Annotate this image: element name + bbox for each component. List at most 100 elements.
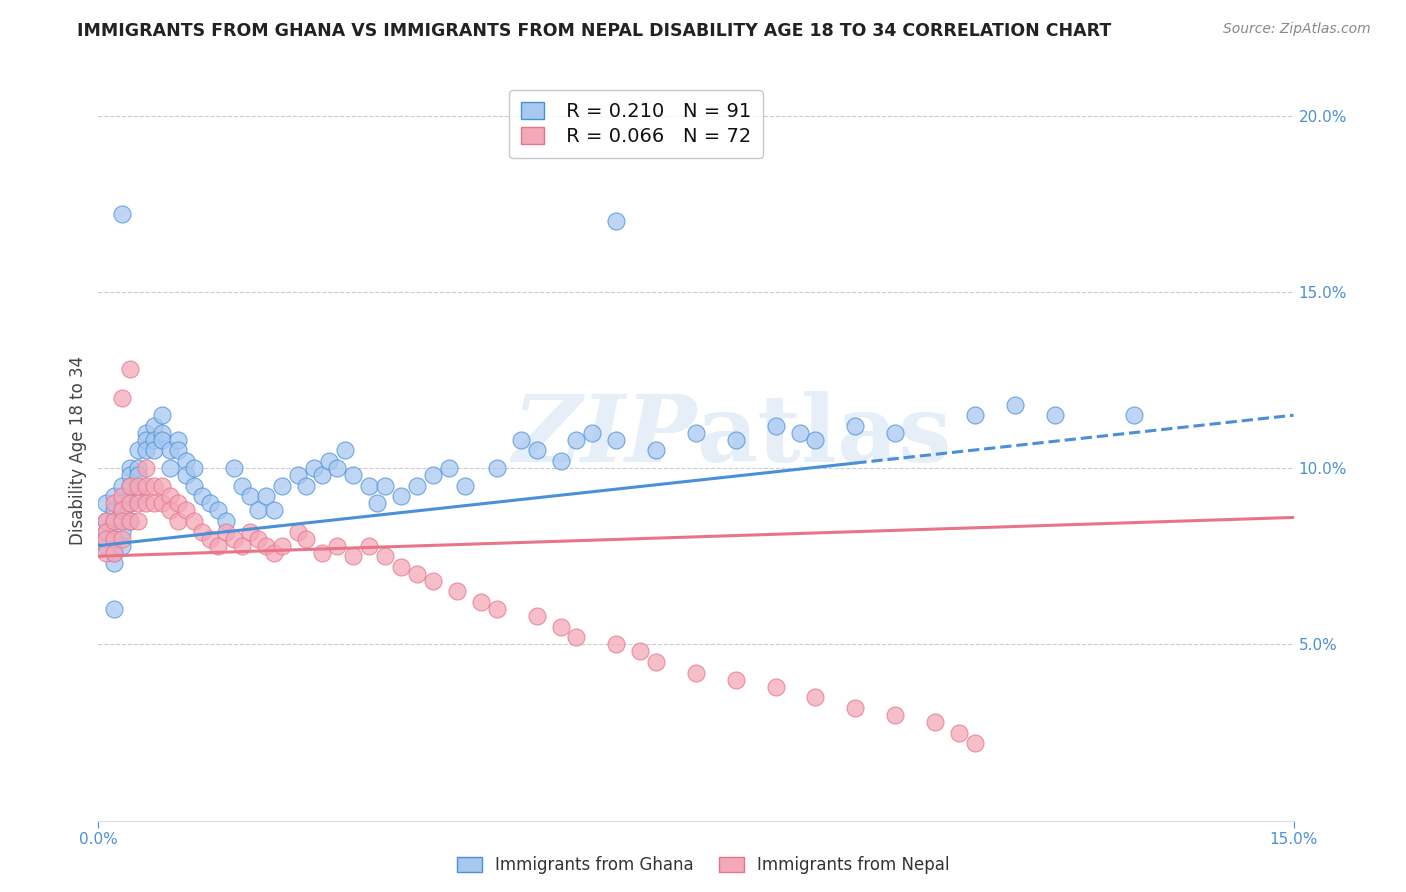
Point — [804, 690, 827, 705]
Point — [406, 479, 429, 493]
Point — [143, 418, 166, 433]
Point — [765, 680, 787, 694]
Point — [96, 514, 118, 528]
Point — [605, 214, 627, 228]
Point — [111, 207, 134, 221]
Point — [231, 479, 253, 493]
Point — [143, 443, 166, 458]
Point — [96, 524, 118, 539]
Point — [270, 539, 292, 553]
Legend: Immigrants from Ghana, Immigrants from Nepal: Immigrants from Ghana, Immigrants from N… — [450, 849, 956, 881]
Point — [150, 433, 173, 447]
Point — [318, 454, 340, 468]
Point — [96, 524, 118, 539]
Point — [120, 496, 142, 510]
Point — [526, 609, 548, 624]
Point — [111, 503, 134, 517]
Point — [96, 539, 118, 553]
Point — [789, 425, 811, 440]
Point — [111, 503, 134, 517]
Point — [96, 532, 118, 546]
Point — [685, 665, 707, 680]
Point — [191, 524, 214, 539]
Point — [111, 532, 134, 546]
Point — [1004, 398, 1026, 412]
Point — [454, 479, 477, 493]
Point — [263, 503, 285, 517]
Point — [159, 443, 181, 458]
Point — [159, 489, 181, 503]
Point — [150, 408, 173, 422]
Point — [103, 489, 125, 503]
Point — [127, 443, 149, 458]
Point — [120, 461, 142, 475]
Text: IMMIGRANTS FROM GHANA VS IMMIGRANTS FROM NEPAL DISABILITY AGE 18 TO 34 CORRELATI: IMMIGRANTS FROM GHANA VS IMMIGRANTS FROM… — [77, 22, 1112, 40]
Point — [127, 468, 149, 483]
Point — [311, 468, 333, 483]
Point — [159, 503, 181, 517]
Point — [374, 549, 396, 564]
Point — [96, 496, 118, 510]
Legend:  R = 0.210   N = 91,  R = 0.066   N = 72: R = 0.210 N = 91, R = 0.066 N = 72 — [509, 90, 763, 158]
Point — [302, 461, 325, 475]
Point — [374, 479, 396, 493]
Point — [111, 514, 134, 528]
Point — [111, 489, 134, 503]
Point — [485, 461, 508, 475]
Point — [207, 503, 229, 517]
Point — [446, 584, 468, 599]
Point — [191, 489, 214, 503]
Point — [326, 539, 349, 553]
Point — [724, 673, 747, 687]
Point — [724, 433, 747, 447]
Point — [422, 574, 444, 588]
Point — [103, 503, 125, 517]
Point — [198, 496, 221, 510]
Point — [844, 701, 866, 715]
Point — [127, 461, 149, 475]
Point — [150, 425, 173, 440]
Point — [167, 443, 190, 458]
Point — [437, 461, 460, 475]
Point — [844, 418, 866, 433]
Point — [127, 514, 149, 528]
Point — [470, 595, 492, 609]
Point — [120, 514, 142, 528]
Point — [103, 496, 125, 510]
Point — [605, 637, 627, 651]
Point — [135, 425, 157, 440]
Point — [150, 496, 173, 510]
Point — [103, 546, 125, 560]
Point — [174, 468, 197, 483]
Point — [222, 461, 245, 475]
Point — [167, 496, 190, 510]
Text: atlas: atlas — [696, 391, 952, 481]
Point — [294, 479, 316, 493]
Point — [120, 496, 142, 510]
Point — [143, 433, 166, 447]
Point — [143, 479, 166, 493]
Point — [406, 566, 429, 581]
Point — [167, 433, 190, 447]
Point — [174, 454, 197, 468]
Point — [270, 479, 292, 493]
Point — [198, 532, 221, 546]
Point — [948, 725, 970, 739]
Point — [359, 479, 381, 493]
Point — [215, 514, 238, 528]
Point — [884, 707, 907, 722]
Point — [526, 443, 548, 458]
Point — [311, 546, 333, 560]
Point — [804, 433, 827, 447]
Point — [963, 736, 986, 750]
Point — [389, 559, 412, 574]
Point — [254, 489, 277, 503]
Point — [581, 425, 603, 440]
Point — [103, 514, 125, 528]
Point — [422, 468, 444, 483]
Point — [103, 514, 125, 528]
Point — [103, 602, 125, 616]
Point — [111, 524, 134, 539]
Point — [287, 468, 309, 483]
Point — [207, 539, 229, 553]
